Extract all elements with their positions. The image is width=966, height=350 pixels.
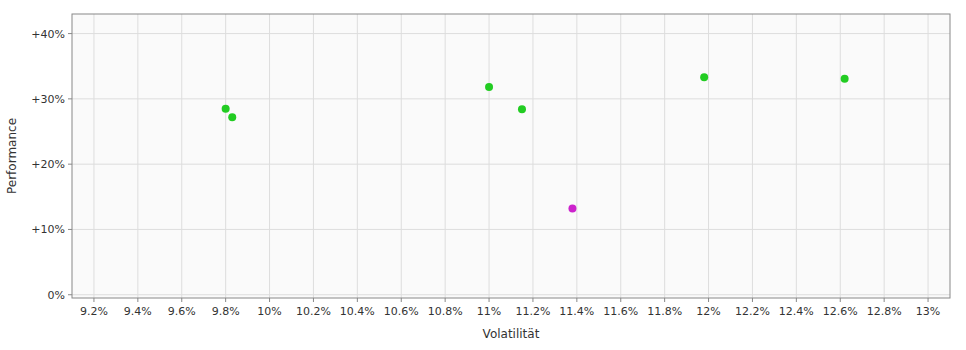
tick-y xyxy=(68,294,72,295)
point xyxy=(841,75,849,83)
tick-label-x: 12% xyxy=(696,305,720,318)
axes: 9.2% 9.4% 9.6% 9.8% 10% 10.2% 10.4% 10.6% 10.8% 1… xyxy=(31,28,940,318)
tick-label-x: 12.4% xyxy=(779,305,814,318)
tick-label-x: 9.2% xyxy=(80,305,108,318)
grid xyxy=(72,14,950,298)
grid-line-y xyxy=(72,294,950,295)
point xyxy=(222,105,230,113)
x-axis-label: Volatilität xyxy=(483,327,540,341)
tick-x xyxy=(269,298,270,302)
grid-line-y xyxy=(72,164,950,165)
tick-label-y: +10% xyxy=(31,223,65,236)
series xyxy=(568,205,576,213)
chart-container: 9.2% 9.4% 9.6% 9.8% 10% 10.2% 10.4% 10.6% 10.8% 1… xyxy=(0,0,966,350)
tick-label-x: 12.6% xyxy=(823,305,858,318)
tick-y xyxy=(68,33,72,34)
tick-label-y: +40% xyxy=(31,28,65,41)
series xyxy=(222,73,849,121)
tick-x xyxy=(840,298,841,302)
tick-label-y: 0% xyxy=(48,289,65,302)
tick-label-x: 10.8% xyxy=(428,305,463,318)
tick-label-x: 9.8% xyxy=(212,305,240,318)
tick-label-x: 11.8% xyxy=(647,305,682,318)
plot-area xyxy=(72,14,950,298)
grid-line-y xyxy=(72,229,950,230)
grid-line-x xyxy=(269,14,270,298)
y-axis-label: Performance xyxy=(5,118,19,194)
tick-x xyxy=(445,298,446,302)
tick-label-x: 10.4% xyxy=(340,305,375,318)
tick-label-x: 11% xyxy=(477,305,501,318)
point xyxy=(228,113,236,121)
tick-x xyxy=(620,298,621,302)
point xyxy=(700,73,708,81)
grid-line-x xyxy=(489,14,490,298)
grid-line-x xyxy=(313,14,314,298)
tick-x xyxy=(137,298,138,302)
grid-line-x xyxy=(884,14,885,298)
tick-x xyxy=(313,298,314,302)
grid-line-x xyxy=(445,14,446,298)
grid-line-x xyxy=(840,14,841,298)
grid-line-x xyxy=(664,14,665,298)
tick-x xyxy=(225,298,226,302)
point xyxy=(485,83,493,91)
tick-x xyxy=(532,298,533,302)
grid-line-x xyxy=(401,14,402,298)
chart: 9.2% 9.4% 9.6% 9.8% 10% 10.2% 10.4% 10.6% 10.8% 1… xyxy=(0,0,966,350)
tick-x xyxy=(357,298,358,302)
tick-label-y: +30% xyxy=(31,93,65,106)
grid-line-x xyxy=(620,14,621,298)
plot-frame xyxy=(72,14,950,298)
grid-line-y xyxy=(72,98,950,99)
grid-line-x xyxy=(181,14,182,298)
grid-line-x xyxy=(752,14,753,298)
grid-line-x xyxy=(137,14,138,298)
tick-x xyxy=(796,298,797,302)
tick-x xyxy=(752,298,753,302)
tick-label-y: +20% xyxy=(31,158,65,171)
grid-line-x xyxy=(225,14,226,298)
grid-line-x xyxy=(532,14,533,298)
tick-x xyxy=(181,298,182,302)
tick-x xyxy=(708,298,709,302)
grid-line-x xyxy=(796,14,797,298)
tick-label-x: 10% xyxy=(257,305,281,318)
tick-x xyxy=(884,298,885,302)
tick-y xyxy=(68,164,72,165)
tick-label-x: 12.8% xyxy=(867,305,902,318)
tick-label-x: 11.6% xyxy=(603,305,638,318)
tick-label-x: 10.6% xyxy=(384,305,419,318)
point xyxy=(518,105,526,113)
tick-x xyxy=(93,298,94,302)
tick-label-x: 10.2% xyxy=(296,305,331,318)
grid-line-x xyxy=(357,14,358,298)
grid-line-y xyxy=(72,33,950,34)
tick-label-x: 12.2% xyxy=(735,305,770,318)
point xyxy=(568,205,576,213)
tick-x xyxy=(401,298,402,302)
grid-line-x xyxy=(928,14,929,298)
tick-x xyxy=(489,298,490,302)
tick-y xyxy=(68,229,72,230)
tick-x xyxy=(576,298,577,302)
tick-x xyxy=(928,298,929,302)
tick-label-x: 13% xyxy=(916,305,940,318)
grid-line-x xyxy=(708,14,709,298)
grid-line-x xyxy=(93,14,94,298)
tick-label-x: 9.4% xyxy=(124,305,152,318)
points xyxy=(222,73,849,212)
grid-line-x xyxy=(576,14,577,298)
tick-label-x: 9.6% xyxy=(168,305,196,318)
tick-label-x: 11.4% xyxy=(559,305,594,318)
tick-x xyxy=(664,298,665,302)
tick-label-x: 11.2% xyxy=(515,305,550,318)
tick-y xyxy=(68,98,72,99)
